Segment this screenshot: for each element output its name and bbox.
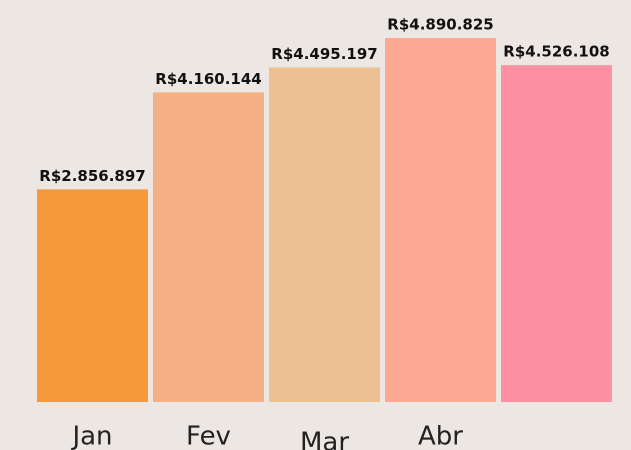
value-label: R$4.890.825	[387, 16, 493, 34]
value-label: R$4.495.197	[271, 45, 377, 63]
bar	[37, 189, 148, 402]
x-tick-label: Abr	[418, 422, 463, 450]
bar	[385, 38, 496, 402]
x-tick-label: Fev	[186, 422, 231, 450]
x-tick-label: Jan	[70, 422, 112, 450]
bar	[153, 92, 264, 403]
bar	[501, 65, 612, 402]
value-label: R$4.526.108	[503, 43, 609, 61]
value-label: R$4.160.144	[155, 70, 261, 88]
bar	[269, 67, 380, 402]
x-tick-label: Mar	[300, 428, 349, 450]
value-label: R$2.856.897	[39, 167, 145, 185]
